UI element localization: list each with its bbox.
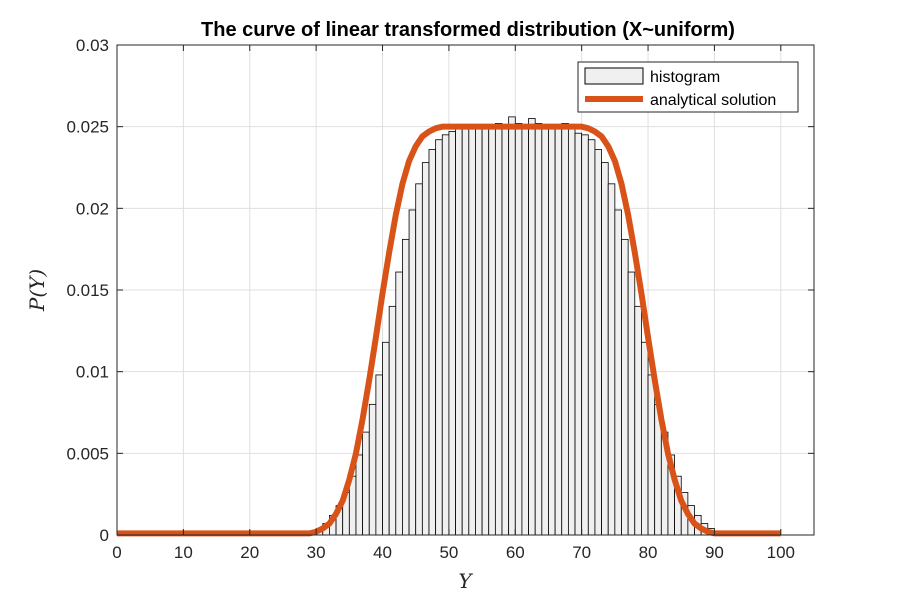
- histogram-bar: [581, 134, 589, 536]
- histogram-bar: [554, 124, 563, 536]
- histogram-bar: [375, 374, 383, 536]
- x-tick-label: 10: [174, 543, 193, 562]
- histogram-bar: [647, 374, 656, 536]
- legend-analytical-label: analytical solution: [650, 92, 776, 109]
- histogram-bar: [395, 271, 403, 536]
- histogram-bar: [368, 403, 377, 536]
- x-tick-label: 90: [705, 543, 724, 562]
- histogram-bar: [494, 123, 503, 536]
- chart-title: The curve of linear transformed distribu…: [201, 19, 735, 41]
- x-tick-label: 70: [572, 543, 591, 562]
- legend-histogram-swatch: [584, 67, 644, 85]
- histogram-bar: [468, 124, 476, 536]
- histogram-bar: [428, 149, 437, 536]
- y-tick-label: 0.03: [76, 36, 109, 55]
- histogram-bar: [548, 127, 556, 536]
- histogram-bar: [441, 134, 450, 536]
- legend: histogram analytical solution: [577, 61, 799, 113]
- histogram-bar: [587, 139, 596, 536]
- x-tick-label: 0: [112, 543, 121, 562]
- y-tick-label: 0.005: [66, 444, 109, 463]
- histogram-bar: [421, 162, 430, 536]
- y-tick-label: 0.01: [76, 363, 109, 382]
- histogram-bar: [448, 131, 456, 536]
- histogram-bar: [508, 116, 516, 536]
- analytical-solution-line: [117, 123, 781, 537]
- y-axis-label: P(Y): [25, 269, 49, 312]
- histogram-bar: [501, 126, 510, 536]
- x-tick-label: 50: [439, 543, 458, 562]
- histogram-bar: [534, 123, 543, 536]
- histogram-bar: [541, 126, 549, 536]
- histogram-bar: [594, 149, 602, 536]
- y-tick-label: 0.02: [76, 199, 109, 218]
- histogram-bar: [607, 183, 616, 536]
- histogram-bar: [574, 132, 583, 536]
- x-tick-label: 100: [767, 543, 795, 562]
- histogram-bar: [475, 126, 483, 536]
- histogram-bar: [601, 162, 609, 536]
- histogram-bar: [514, 123, 523, 536]
- histogram-bar: [521, 124, 529, 536]
- x-axis-label: Y: [458, 569, 473, 593]
- histogram-bar: [382, 341, 390, 536]
- x-tick-label: 60: [506, 543, 525, 562]
- histogram-bar: [641, 341, 649, 536]
- histogram-bar: [461, 126, 470, 536]
- histogram-bar: [362, 431, 370, 536]
- histogram-bar: [408, 209, 417, 536]
- y-tick-label: 0.025: [66, 118, 109, 137]
- histogram-bar: [627, 271, 636, 536]
- histogram-bar: [435, 139, 443, 536]
- histogram-bar: [567, 126, 576, 536]
- x-tick-label: 40: [373, 543, 392, 562]
- histogram-bar: [402, 238, 410, 536]
- analytical-curve-layer: [117, 123, 781, 537]
- histogram-bar: [481, 127, 490, 536]
- y-tick-label: 0.015: [66, 281, 109, 300]
- legend-histogram-label: histogram: [650, 69, 720, 86]
- histogram-bar: [528, 118, 536, 536]
- y-tick-label: 0: [100, 526, 109, 545]
- histogram-bar: [561, 123, 569, 536]
- histogram-bar: [455, 127, 463, 536]
- histogram-bar: [621, 238, 629, 536]
- x-tick-label: 80: [639, 543, 658, 562]
- histogram-bar: [614, 209, 622, 536]
- histogram-bar: [634, 305, 642, 536]
- histogram-bar: [415, 183, 423, 536]
- x-tick-label: 20: [240, 543, 259, 562]
- histogram-bar: [355, 454, 364, 536]
- histogram-bar: [388, 305, 397, 536]
- histogram-bar: [488, 124, 496, 536]
- axis-ticks: 0 10 20 30 40 50 60 70 80 90 100 0 0.005 0.01 0.015 0.0…: [66, 36, 814, 562]
- x-tick-label: 30: [307, 543, 326, 562]
